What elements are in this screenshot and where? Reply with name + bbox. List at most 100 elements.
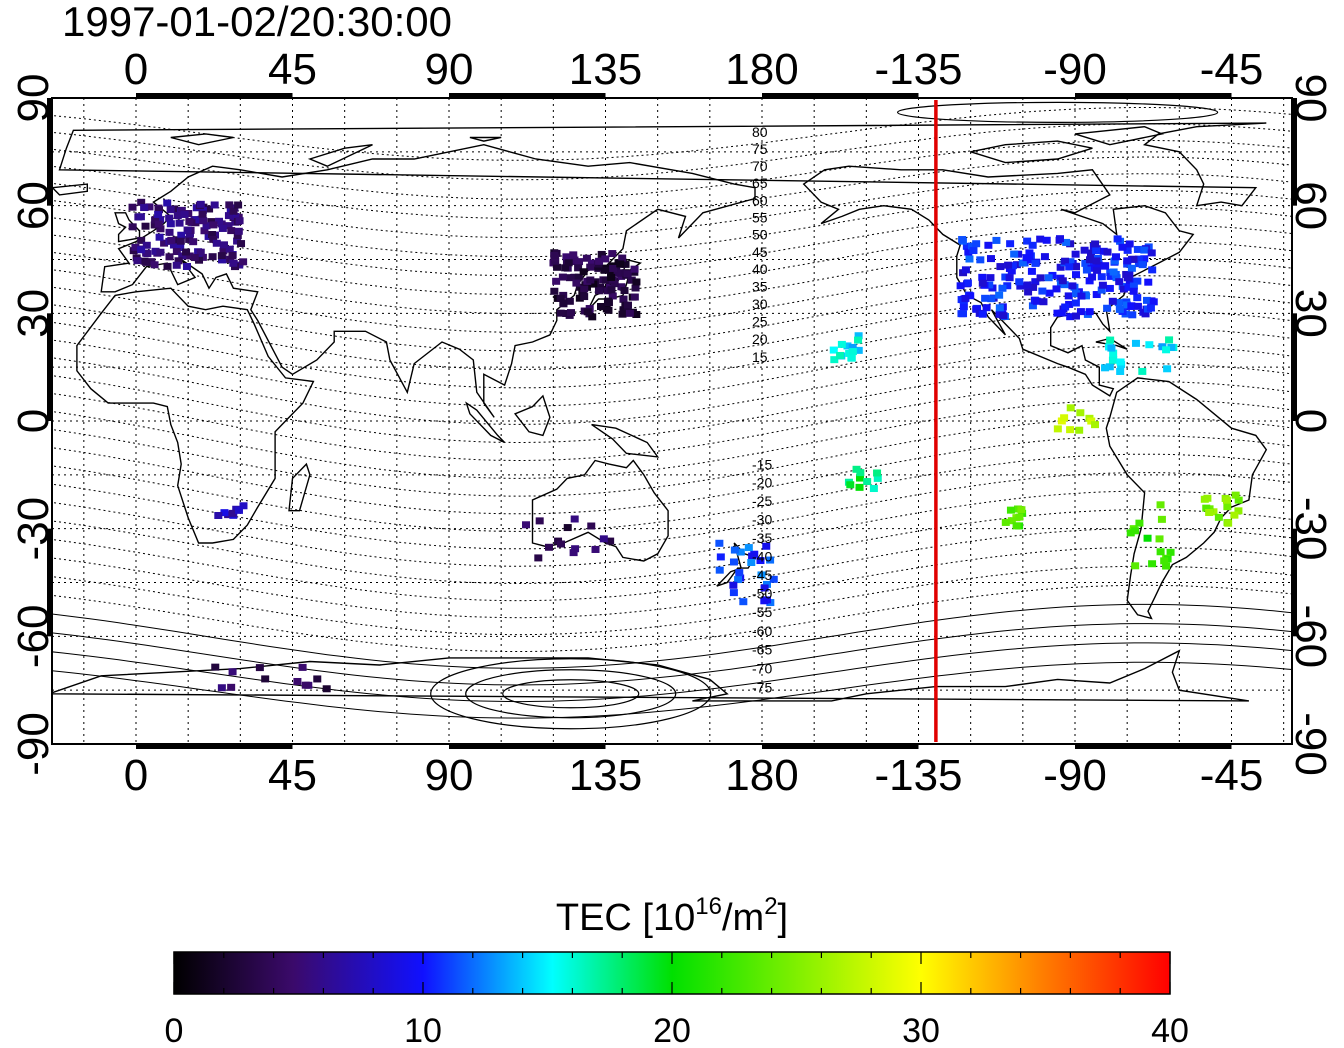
tec-point xyxy=(985,281,994,289)
tec-point xyxy=(137,236,146,244)
coastline-path xyxy=(465,401,506,444)
tec-point xyxy=(564,259,573,267)
tec-point xyxy=(1109,356,1118,364)
tec-point xyxy=(1086,249,1095,257)
contour-label: -40 xyxy=(752,548,772,564)
lon-tick-label: 180 xyxy=(725,751,798,800)
tec-point xyxy=(744,544,753,552)
right-latitude-ticks: 90 60 30 0 -30 -60 -90 xyxy=(1286,74,1335,776)
colorbar-tick-label: 10 xyxy=(404,1012,442,1048)
tec-point xyxy=(748,552,757,560)
tec-point xyxy=(210,201,219,209)
tec-point xyxy=(177,206,186,214)
tec-point xyxy=(569,251,578,259)
tec-point xyxy=(165,253,174,261)
magnetic-contour xyxy=(52,661,1292,719)
colorbar-tick-label: 20 xyxy=(653,1012,691,1048)
tec-point xyxy=(1223,503,1232,511)
tec-point xyxy=(151,247,160,255)
tec-point xyxy=(873,469,882,477)
magnetic-contour xyxy=(52,509,1292,585)
tec-point xyxy=(1052,285,1061,293)
lat-tick-label: -60 xyxy=(1286,605,1335,669)
tec-point xyxy=(854,336,863,344)
axis-bar-right xyxy=(1292,98,1297,206)
tec-point xyxy=(1029,283,1038,291)
tec-point xyxy=(1087,264,1096,272)
tec-point xyxy=(207,230,216,238)
tec-point xyxy=(1106,272,1115,280)
tec-point xyxy=(1202,504,1211,512)
tec-point xyxy=(829,346,838,354)
tec-point xyxy=(1109,268,1118,276)
left-latitude-ticks: 90 60 30 0 -30 -60 -90 xyxy=(9,74,58,776)
tec-point xyxy=(211,663,220,671)
tec-point xyxy=(583,308,592,316)
tec-point xyxy=(1087,417,1096,425)
magnetic-contour xyxy=(52,223,1292,296)
tec-point xyxy=(180,210,189,218)
tec-point xyxy=(155,206,164,214)
magnetic-contour xyxy=(52,327,1292,407)
tec-point xyxy=(1092,247,1101,255)
tec-point xyxy=(1234,507,1243,515)
tec-point xyxy=(1133,245,1142,253)
tec-point xyxy=(225,245,234,253)
tec-point xyxy=(599,535,608,543)
tec-point xyxy=(182,262,191,270)
tec-point xyxy=(961,294,970,302)
tec-point xyxy=(570,256,579,264)
tec-point xyxy=(1155,535,1164,543)
tec-point xyxy=(579,268,588,276)
tec-point xyxy=(1162,562,1171,570)
tec-point xyxy=(574,273,583,281)
tec-point xyxy=(1116,358,1125,366)
contour-label: -20 xyxy=(752,475,772,491)
contour-label: 80 xyxy=(752,124,768,140)
tec-point xyxy=(730,546,739,554)
tec-point xyxy=(1156,501,1165,509)
tec-point xyxy=(1205,509,1214,517)
tec-point xyxy=(1080,246,1089,254)
tec-point xyxy=(234,227,243,235)
tec-point xyxy=(163,262,172,270)
tec-point xyxy=(1140,255,1149,263)
tec-point xyxy=(1135,519,1144,527)
contour-label: -45 xyxy=(752,567,772,583)
tec-point xyxy=(1140,246,1149,254)
lon-tick-label: -45 xyxy=(1200,751,1264,800)
tec-point xyxy=(620,287,629,295)
contour-label: -55 xyxy=(752,604,772,620)
lon-tick-label: -135 xyxy=(874,45,962,94)
tec-point xyxy=(1092,291,1101,299)
colorbar-title-mid: /m xyxy=(722,897,764,939)
tec-point xyxy=(596,302,605,310)
tec-point xyxy=(1071,299,1080,307)
tec-point xyxy=(601,276,610,284)
tec-point xyxy=(830,356,839,364)
tec-point xyxy=(963,279,972,287)
tec-point xyxy=(220,509,229,517)
contour-label: 40 xyxy=(752,261,768,277)
tec-point xyxy=(1036,235,1045,243)
tec-point xyxy=(552,277,561,285)
coastline-path xyxy=(469,136,502,142)
tec-point xyxy=(1126,529,1135,537)
lon-tick-label: 90 xyxy=(425,751,474,800)
tec-point xyxy=(556,294,565,302)
tec-point xyxy=(1165,336,1174,344)
tec-point xyxy=(169,241,178,249)
tec-point xyxy=(145,203,154,211)
tec-point xyxy=(1016,282,1025,290)
tec-point xyxy=(154,211,163,219)
magnetic-contour xyxy=(52,310,1292,389)
tec-point xyxy=(178,252,187,260)
tec-point xyxy=(580,293,589,301)
tec-point xyxy=(729,589,738,597)
tec-point xyxy=(1072,263,1081,271)
tec-point xyxy=(998,284,1007,292)
tec-point xyxy=(1071,250,1080,258)
tec-point xyxy=(137,246,146,254)
tec-point xyxy=(571,545,580,553)
tec-point xyxy=(1028,241,1037,249)
